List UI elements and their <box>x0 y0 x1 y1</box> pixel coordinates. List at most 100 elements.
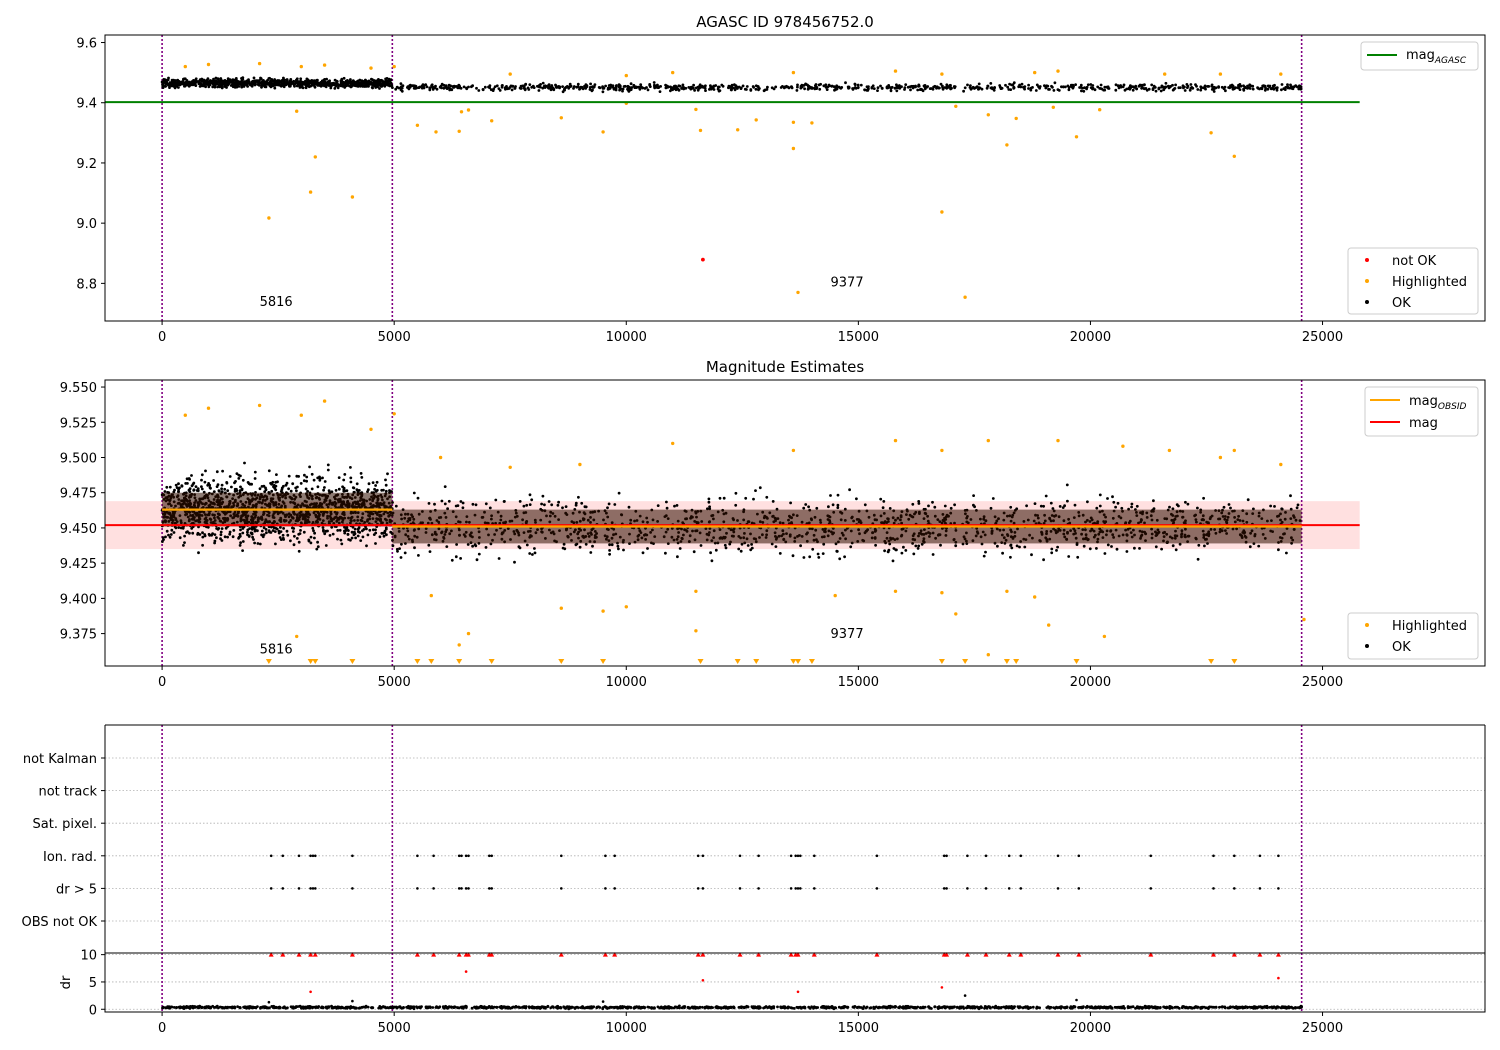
ok-point <box>646 547 649 550</box>
highlighted-point <box>1163 72 1167 76</box>
ok-point <box>1191 86 1195 90</box>
highlighted-point <box>299 64 303 69</box>
ok-point <box>1015 544 1019 548</box>
ok-point <box>1269 504 1272 508</box>
ok-point <box>459 557 462 560</box>
ok-point <box>935 86 938 90</box>
ok-point <box>355 488 359 491</box>
ok-point <box>917 544 921 548</box>
highlighted-point <box>601 130 605 134</box>
below-range-marker <box>734 659 741 664</box>
ok-point <box>1052 89 1056 92</box>
ok-point <box>551 86 554 89</box>
highlighted-point <box>694 629 698 633</box>
ok-point <box>1050 551 1054 555</box>
ok-point <box>215 536 218 540</box>
ok-point <box>1263 88 1267 92</box>
ok-point <box>237 477 241 480</box>
ok-point <box>881 506 885 510</box>
ok-point <box>982 554 986 558</box>
ok-point <box>1289 494 1292 498</box>
ok-point <box>246 528 250 532</box>
ok-point <box>948 85 952 89</box>
ok-point <box>635 85 638 89</box>
highlighted-point <box>459 110 464 114</box>
ok-point <box>791 554 795 558</box>
ok-point <box>800 85 804 89</box>
ok-point <box>963 86 967 90</box>
ok-point <box>1263 84 1267 88</box>
ok-point <box>808 555 812 559</box>
ok-point <box>291 482 295 486</box>
highlighted-point <box>490 119 494 123</box>
ok-point <box>225 86 228 89</box>
ok-point <box>295 489 298 493</box>
ok-point <box>518 500 522 503</box>
ok-point <box>1065 483 1069 487</box>
ok-point <box>838 557 842 561</box>
ok-point <box>279 526 282 529</box>
highlighted-point <box>1014 116 1018 121</box>
ok-point <box>466 543 470 546</box>
ok-point <box>953 86 956 90</box>
ok-point <box>168 485 172 489</box>
ok-point <box>1269 87 1273 91</box>
highlighted-point <box>1033 70 1037 75</box>
ok-point <box>870 86 874 90</box>
ok-point <box>972 494 975 497</box>
ok-point <box>353 527 357 531</box>
ok-point <box>678 547 682 550</box>
chart-title: AGASC ID 978456752.0 <box>696 13 874 31</box>
ok-point <box>177 490 180 494</box>
ok-point <box>252 76 256 80</box>
ok-point <box>576 82 580 86</box>
ok-point <box>528 503 532 506</box>
ok-point <box>561 506 564 510</box>
ok-point <box>1066 84 1070 88</box>
ok-point <box>824 83 828 87</box>
ok-point <box>1025 504 1028 508</box>
ok-point <box>900 551 904 555</box>
ok-point <box>1266 87 1270 91</box>
ok-point <box>320 84 323 87</box>
ok-point <box>1051 507 1055 510</box>
ok-point <box>730 88 733 92</box>
ok-point <box>1196 506 1199 510</box>
ok-point <box>369 81 373 85</box>
ok-point <box>489 88 493 92</box>
ok-point <box>238 534 242 538</box>
ok-point <box>274 488 278 492</box>
ok-point <box>977 82 981 86</box>
highlighted-point <box>257 61 262 66</box>
ok-point <box>237 473 241 477</box>
ok-point <box>665 85 668 88</box>
ok-point <box>343 531 347 535</box>
ok-point <box>362 84 365 88</box>
ok-point <box>235 82 238 85</box>
ok-point <box>380 531 384 535</box>
ok-point <box>1044 494 1048 498</box>
ok-point <box>816 552 820 556</box>
ok-point <box>321 476 324 480</box>
ok-point <box>343 86 347 89</box>
ok-point <box>291 530 295 533</box>
ok-point <box>621 87 625 91</box>
ok-point <box>270 84 273 88</box>
highlighted-point <box>833 593 837 598</box>
ok-point <box>263 490 267 493</box>
ok-point <box>765 495 769 499</box>
ok-point <box>802 506 806 510</box>
ok-point <box>835 84 839 88</box>
ok-point <box>931 553 935 556</box>
ok-point <box>1275 86 1279 90</box>
below-range-marker <box>697 659 704 664</box>
ok-point <box>445 87 449 90</box>
ok-point <box>364 81 367 85</box>
ok-point <box>176 79 180 83</box>
ok-point <box>238 489 242 493</box>
highlighted-point <box>810 121 814 125</box>
ok-point <box>190 80 194 83</box>
ok-point <box>1199 85 1203 89</box>
ok-point <box>1271 84 1275 88</box>
highlighted-point <box>559 116 563 120</box>
